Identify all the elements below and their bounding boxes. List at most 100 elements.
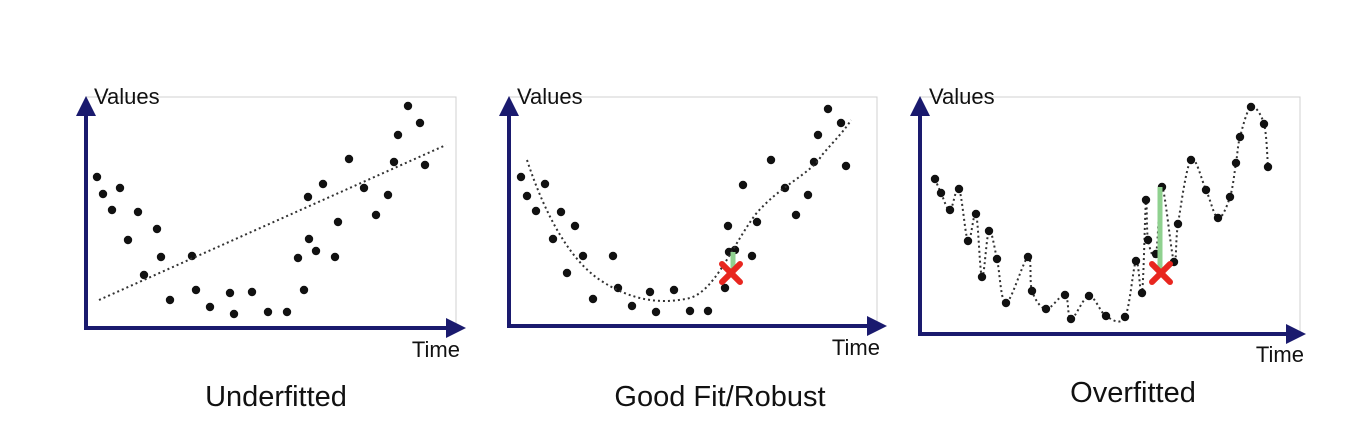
panel-overfitted: Values Time Overfitted: [910, 84, 1306, 409]
data-point: [723, 221, 733, 231]
y-axis-label: Values: [517, 84, 583, 109]
panel-good-fit: Values Time Good Fit/Robust: [499, 84, 887, 413]
data-point: [1066, 314, 1076, 324]
red-x-icon: [1149, 261, 1173, 285]
data-point: [393, 130, 403, 140]
data-point: [1231, 158, 1241, 168]
data-point: [836, 118, 846, 128]
data-point: [841, 161, 851, 171]
data-point: [1225, 192, 1235, 202]
data-point: [123, 235, 133, 245]
panel-caption: Good Fit/Robust: [614, 381, 825, 413]
data-point: [738, 180, 748, 190]
data-points: [92, 101, 430, 319]
data-point: [371, 210, 381, 220]
data-point: [225, 288, 235, 298]
data-point: [1084, 291, 1094, 301]
data-point: [1101, 311, 1111, 321]
data-point: [1001, 298, 1011, 308]
data-point: [1186, 155, 1196, 165]
data-point: [945, 205, 955, 215]
data-point: [752, 217, 762, 227]
data-point: [333, 217, 343, 227]
data-point: [107, 205, 117, 215]
data-point: [1173, 219, 1183, 229]
data-point: [930, 174, 940, 184]
data-point: [115, 183, 125, 193]
data-point: [548, 234, 558, 244]
x-axis-label: Time: [412, 337, 460, 362]
data-point: [415, 118, 425, 128]
data-point: [562, 268, 572, 278]
data-point: [627, 301, 637, 311]
panel-underfitted: Values Time Underfitted: [76, 84, 466, 413]
smooth-fit-curve: [526, 119, 852, 302]
data-point: [1131, 256, 1141, 266]
data-point: [1201, 185, 1211, 195]
data-point: [389, 157, 399, 167]
data-point: [977, 272, 987, 282]
data-point: [1141, 195, 1151, 205]
y-axis-label: Values: [929, 84, 995, 109]
data-point: [304, 234, 314, 244]
data-point: [720, 283, 730, 293]
data-points: [516, 104, 851, 317]
data-point: [1027, 286, 1037, 296]
data-point: [191, 285, 201, 295]
data-point: [608, 251, 618, 261]
panel-caption: Overfitted: [1070, 377, 1196, 409]
data-point: [1263, 162, 1273, 172]
data-point: [954, 184, 964, 194]
data-point: [152, 224, 162, 234]
data-point: [531, 206, 541, 216]
data-point: [1259, 119, 1269, 129]
data-point: [303, 192, 313, 202]
data-point: [330, 252, 340, 262]
data-point: [420, 160, 430, 170]
data-point: [247, 287, 257, 297]
data-point: [344, 154, 354, 164]
data-point: [359, 183, 369, 193]
data-point: [578, 251, 588, 261]
data-point: [936, 188, 946, 198]
data-points: [930, 102, 1273, 324]
data-point: [205, 302, 215, 312]
data-point: [1120, 312, 1130, 322]
data-point: [133, 207, 143, 217]
red-x-icon: [719, 261, 743, 285]
data-point: [229, 309, 239, 319]
data-point: [669, 285, 679, 295]
data-point: [311, 246, 321, 256]
data-point: [318, 179, 328, 189]
y-axis-label: Values: [94, 84, 160, 109]
panel-caption: Underfitted: [205, 381, 347, 413]
data-point: [963, 236, 973, 246]
data-point: [703, 306, 713, 316]
data-point: [139, 270, 149, 280]
data-point: [1246, 102, 1256, 112]
data-point: [570, 221, 580, 231]
data-point: [809, 157, 819, 167]
data-point: [992, 254, 1002, 264]
data-point: [299, 285, 309, 295]
linear-fit-line: [98, 144, 447, 301]
data-point: [516, 172, 526, 182]
data-point: [651, 307, 661, 317]
data-point: [766, 155, 776, 165]
data-point: [187, 251, 197, 261]
data-point: [813, 130, 823, 140]
data-point: [1023, 252, 1033, 262]
data-point: [1137, 288, 1147, 298]
data-point: [1060, 290, 1070, 300]
data-point: [971, 209, 981, 219]
data-point: [383, 190, 393, 200]
data-point: [98, 189, 108, 199]
data-point: [747, 251, 757, 261]
data-point: [165, 295, 175, 305]
data-point: [522, 191, 532, 201]
data-point: [984, 226, 994, 236]
data-point: [1041, 304, 1051, 314]
x-axis-label: Time: [1256, 342, 1304, 367]
data-point: [263, 307, 273, 317]
